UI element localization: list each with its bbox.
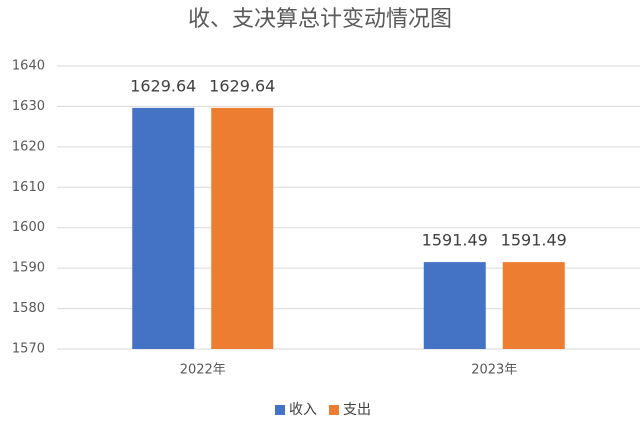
- bar: [132, 107, 195, 349]
- legend-label: 收入: [289, 402, 317, 418]
- bar: [423, 262, 486, 349]
- legend-swatch: [275, 405, 285, 415]
- y-tick-label: 1640: [12, 59, 45, 74]
- y-tick-label: 1570: [12, 342, 45, 357]
- x-tick-label: 2023年: [471, 363, 517, 378]
- value-label: 1591.49: [501, 231, 567, 250]
- value-label: 1629.64: [209, 76, 275, 95]
- legend-label: 支出: [343, 402, 371, 418]
- y-tick-label: 1620: [12, 139, 45, 154]
- y-tick-label: 1610: [12, 180, 45, 195]
- value-label: 1629.64: [130, 76, 196, 95]
- x-tick-label: 2022年: [180, 363, 226, 378]
- chart-title: 收、支决算总计变动情况图: [188, 7, 452, 32]
- y-tick-label: 1580: [12, 301, 45, 316]
- y-tick-label: 1630: [12, 99, 45, 114]
- bar: [502, 262, 565, 349]
- value-label: 1591.49: [422, 231, 488, 250]
- y-tick-label: 1590: [12, 261, 45, 276]
- legend-swatch: [329, 405, 339, 415]
- y-tick-label: 1600: [12, 220, 45, 235]
- bar: [211, 107, 274, 349]
